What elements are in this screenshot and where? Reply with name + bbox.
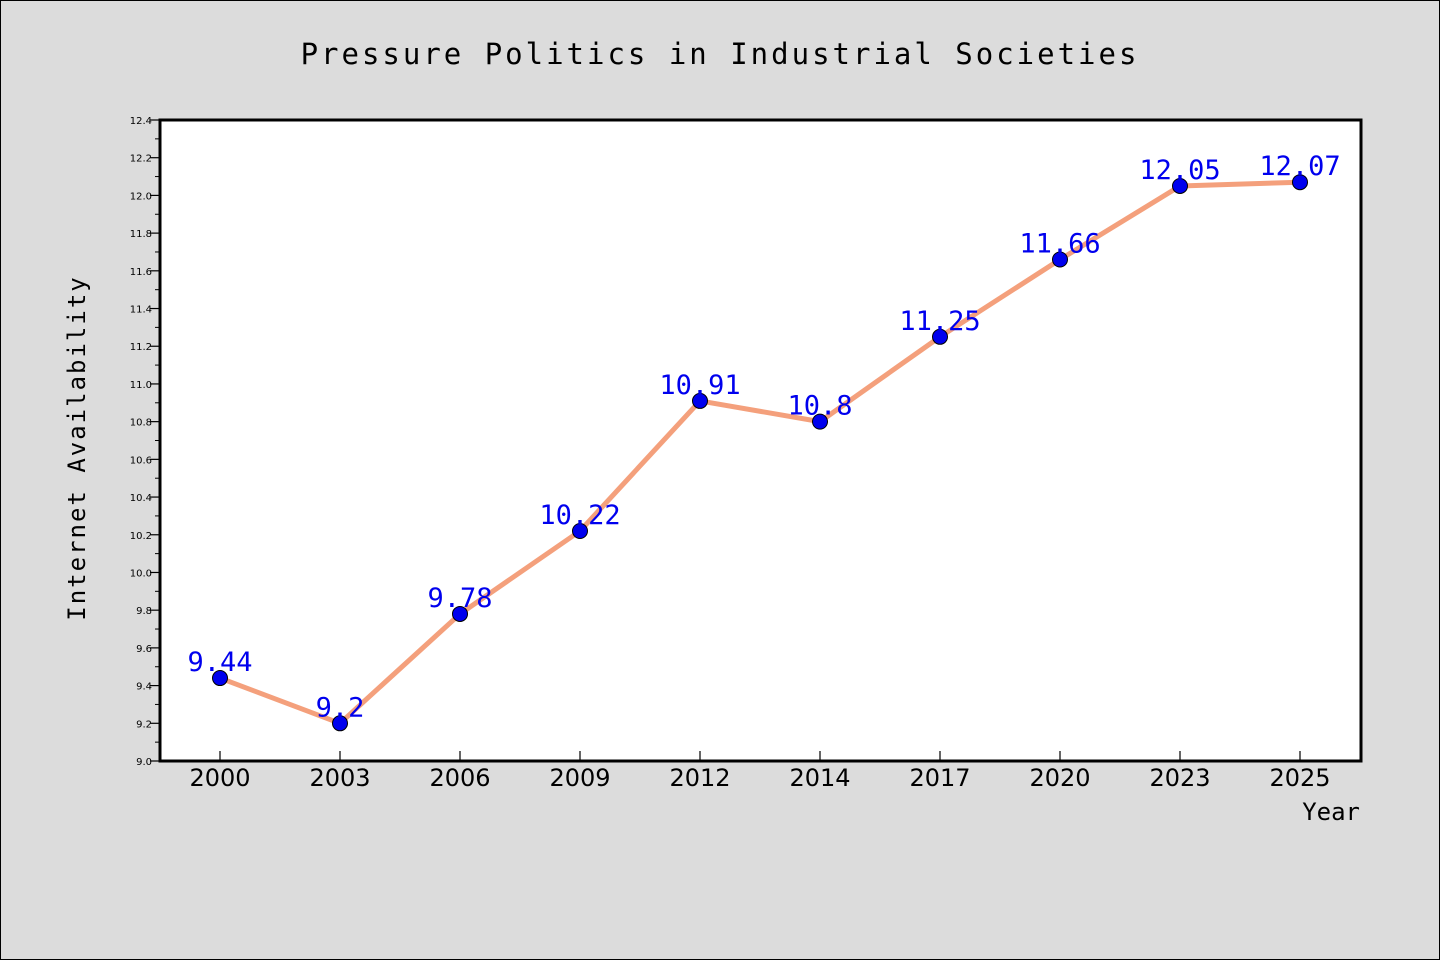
y-tick-label: 11.6: [130, 267, 152, 278]
y-tick-label: 10.8: [130, 418, 152, 429]
data-point: [1292, 174, 1308, 191]
x-tick-label: 2014: [789, 764, 850, 792]
data-label: 10.22: [539, 500, 620, 531]
data-point: [212, 670, 228, 687]
y-tick-label: 11.8: [130, 229, 152, 240]
data-point: [1172, 177, 1188, 194]
data-label: 11.66: [1019, 229, 1100, 260]
series-line: [217, 179, 1303, 726]
x-axis-label: Year: [1302, 798, 1360, 826]
y-tick-label: 11.4: [130, 305, 152, 316]
x-tick-label: 2009: [549, 764, 610, 792]
data-label: 12.05: [1139, 155, 1220, 186]
x-tick-label: 2023: [1149, 764, 1210, 792]
y-tick-label: 12.2: [130, 154, 152, 165]
y-tick-label: 10.0: [130, 568, 152, 579]
y-tick-label: 9.8: [136, 606, 152, 617]
data-label: 9.44: [187, 647, 252, 678]
y-tick-label: 10.4: [130, 493, 152, 504]
y-tick-label: 10.2: [130, 531, 152, 542]
x-axis-ticks: 2000 2003 2006 2009 2012 2014 2017 2020 2023 2025: [189, 751, 1331, 792]
x-tick-label: 2000: [189, 764, 250, 792]
data-point: [1052, 251, 1068, 268]
data-point: [332, 715, 348, 732]
data-label: 10.91: [659, 370, 740, 401]
y-tick-label: 10.6: [130, 455, 152, 466]
data-point: [812, 413, 828, 430]
y-tick-label: 11.2: [130, 342, 152, 353]
plot-area: [158, 118, 1363, 763]
data-label: 9.78: [427, 583, 492, 614]
x-tick-label: 2003: [309, 764, 370, 792]
x-tick-label: 2017: [909, 764, 970, 792]
x-tick-label: 2012: [669, 764, 730, 792]
y-tick-label: 12.0: [130, 191, 152, 202]
y-tick-label: 9.0: [136, 757, 152, 768]
x-tick-label: 2006: [429, 764, 490, 792]
y-tick-label: 12.4: [130, 116, 152, 127]
y-axis-ticks: 9.0 9.2 9.4 9.6 9.8 10.0 10.2 10.4 10.6 10.8 11.0 1…: [130, 116, 160, 768]
data-point: [452, 605, 468, 622]
data-point: [572, 522, 588, 539]
data-point: [692, 392, 708, 409]
chart-title: Pressure Politics in Industrial Societie…: [301, 37, 1140, 71]
data-label: 12.07: [1259, 151, 1340, 182]
y-tick-label: 9.2: [136, 719, 152, 730]
y-tick-label: 11.0: [130, 380, 152, 391]
y-axis-label: Internet Availability: [63, 275, 91, 620]
y-tick-label: 9.6: [136, 644, 152, 655]
data-point: [932, 328, 948, 345]
data-label: 9.2: [316, 692, 365, 723]
x-tick-label: 2025: [1269, 764, 1330, 792]
data-label: 10.8: [787, 391, 852, 422]
y-tick-label: 9.4: [136, 682, 152, 693]
series-layer: 9.44 9.2 9.78 10.22 10.91 10.8 11.25 11.66 12.05…: [187, 151, 1341, 732]
x-tick-label: 2020: [1029, 764, 1090, 792]
data-label: 11.25: [899, 306, 980, 337]
